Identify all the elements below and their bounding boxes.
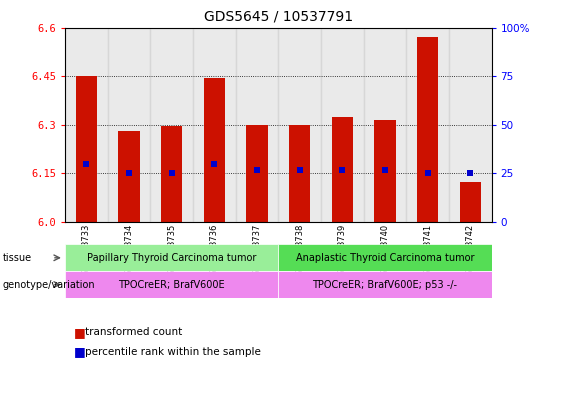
Bar xyxy=(193,28,236,222)
Bar xyxy=(278,244,492,271)
Bar xyxy=(65,28,107,222)
Title: GDS5645 / 10537791: GDS5645 / 10537791 xyxy=(204,9,353,24)
Text: Papillary Thyroid Carcinoma tumor: Papillary Thyroid Carcinoma tumor xyxy=(87,253,257,263)
Text: TPOCreER; BrafV600E: TPOCreER; BrafV600E xyxy=(118,279,225,290)
Bar xyxy=(289,125,310,222)
Bar xyxy=(332,117,353,222)
Bar xyxy=(374,120,396,222)
Text: transformed count: transformed count xyxy=(85,327,182,337)
Bar xyxy=(279,28,321,222)
Bar xyxy=(364,28,406,222)
Bar xyxy=(236,28,278,222)
Bar xyxy=(278,271,492,298)
Bar xyxy=(161,127,182,222)
Text: percentile rank within the sample: percentile rank within the sample xyxy=(85,347,260,357)
Text: tissue: tissue xyxy=(3,253,32,263)
Bar xyxy=(246,125,268,222)
Text: ■: ■ xyxy=(73,325,85,339)
Bar xyxy=(118,131,140,222)
Bar xyxy=(417,37,438,222)
Text: genotype/variation: genotype/variation xyxy=(3,279,95,290)
Bar xyxy=(107,28,150,222)
Bar xyxy=(65,271,278,298)
Bar xyxy=(321,28,364,222)
Bar xyxy=(459,182,481,222)
Text: Anaplastic Thyroid Carcinoma tumor: Anaplastic Thyroid Carcinoma tumor xyxy=(295,253,474,263)
Bar xyxy=(65,244,278,271)
Text: TPOCreER; BrafV600E; p53 -/-: TPOCreER; BrafV600E; p53 -/- xyxy=(312,279,458,290)
Bar xyxy=(449,28,492,222)
Bar xyxy=(203,78,225,222)
Text: ■: ■ xyxy=(73,345,85,358)
Bar xyxy=(76,76,97,222)
Bar xyxy=(150,28,193,222)
Bar xyxy=(406,28,449,222)
